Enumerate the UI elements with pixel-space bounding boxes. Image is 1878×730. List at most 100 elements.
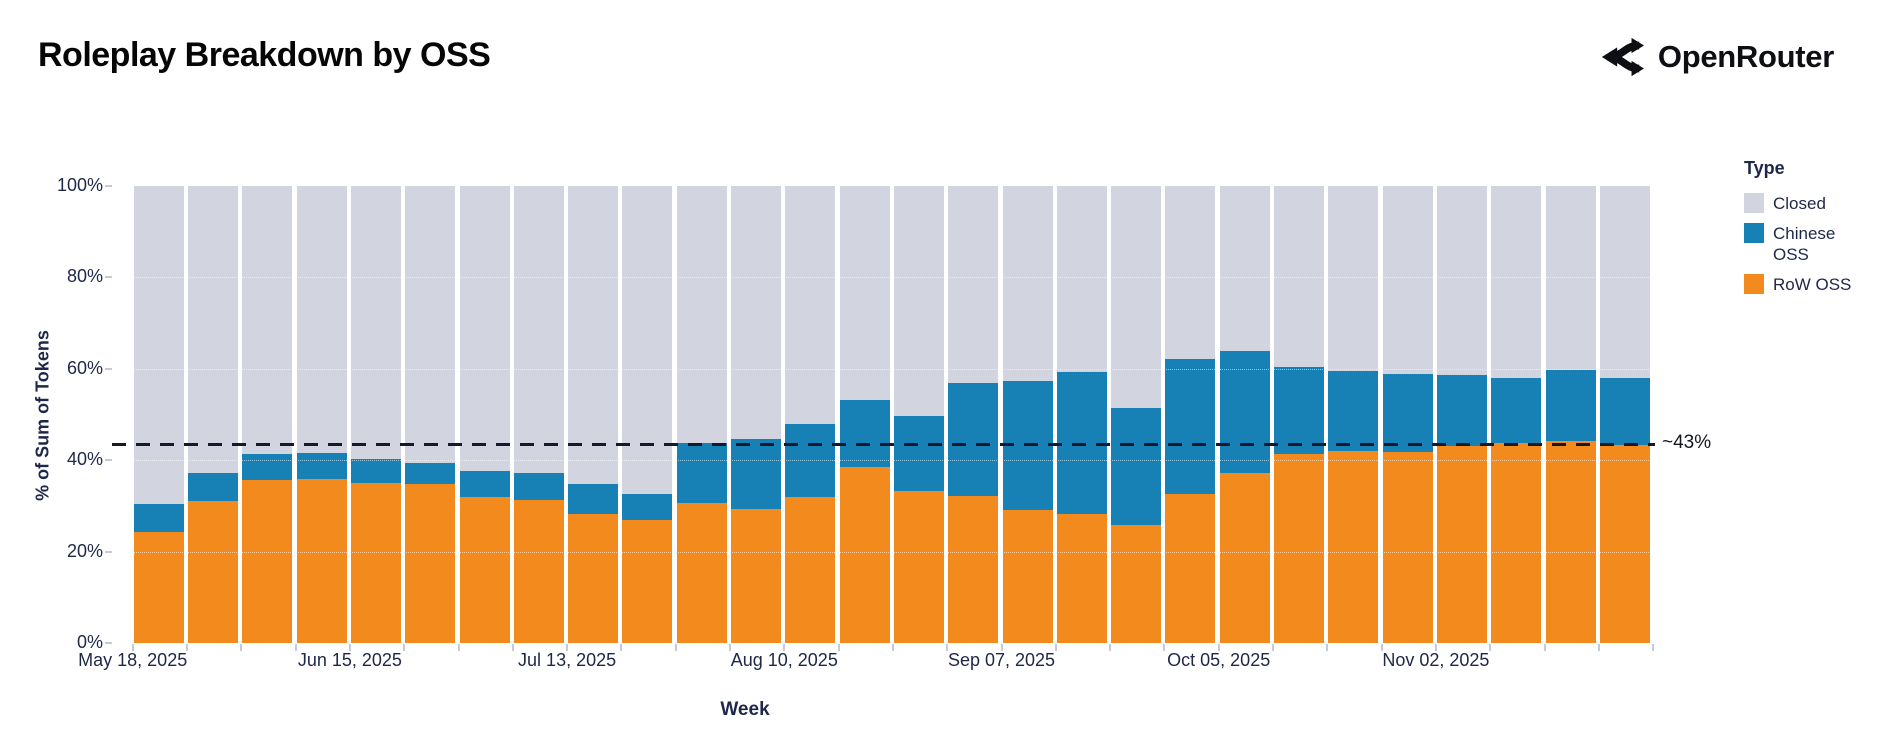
bar-week-26[interactable] bbox=[1491, 186, 1542, 643]
segment-row-oss[interactable] bbox=[785, 497, 836, 643]
bar-week-22[interactable] bbox=[1274, 186, 1324, 643]
segment-row-oss[interactable] bbox=[513, 499, 564, 643]
segment-closed[interactable] bbox=[1111, 186, 1162, 409]
segment-chinese-oss[interactable] bbox=[948, 382, 999, 496]
segment-row-oss[interactable] bbox=[1002, 510, 1053, 643]
segment-chinese-oss[interactable] bbox=[622, 493, 673, 520]
bar-week-3[interactable] bbox=[242, 186, 293, 643]
bar-week-2[interactable] bbox=[188, 186, 238, 643]
segment-chinese-oss[interactable] bbox=[459, 471, 510, 498]
segment-chinese-oss[interactable] bbox=[1274, 367, 1324, 454]
bar-week-5[interactable] bbox=[350, 186, 401, 643]
segment-row-oss[interactable] bbox=[1382, 451, 1433, 643]
segment-row-oss[interactable] bbox=[459, 497, 510, 643]
bar-week-9[interactable] bbox=[568, 186, 619, 643]
segment-closed[interactable] bbox=[1328, 186, 1379, 372]
segment-chinese-oss[interactable] bbox=[405, 462, 456, 485]
legend-item-row-oss[interactable]: RoW OSS bbox=[1744, 274, 1870, 295]
bar-week-8[interactable] bbox=[513, 186, 564, 643]
segment-chinese-oss[interactable] bbox=[242, 454, 293, 480]
segment-closed[interactable] bbox=[948, 186, 999, 383]
segment-row-oss[interactable] bbox=[405, 484, 456, 643]
segment-closed[interactable] bbox=[893, 186, 944, 416]
segment-closed[interactable] bbox=[188, 186, 238, 473]
segment-row-oss[interactable] bbox=[893, 490, 944, 643]
segment-row-oss[interactable] bbox=[839, 467, 890, 643]
segment-closed[interactable] bbox=[405, 186, 456, 463]
bar-week-16[interactable] bbox=[948, 186, 999, 643]
segment-closed[interactable] bbox=[1382, 186, 1433, 375]
bar-week-23[interactable] bbox=[1328, 186, 1379, 643]
bar-week-15[interactable] bbox=[893, 186, 944, 643]
bar-week-11[interactable] bbox=[676, 186, 727, 643]
segment-row-oss[interactable] bbox=[568, 514, 619, 643]
segment-row-oss[interactable] bbox=[676, 502, 727, 643]
segment-chinese-oss[interactable] bbox=[350, 458, 401, 483]
segment-row-oss[interactable] bbox=[242, 479, 293, 643]
segment-row-oss[interactable] bbox=[1111, 524, 1162, 643]
bar-week-1[interactable] bbox=[133, 186, 184, 643]
bar-week-7[interactable] bbox=[459, 186, 510, 643]
legend-item-closed[interactable]: Closed bbox=[1744, 193, 1870, 214]
segment-row-oss[interactable] bbox=[1491, 443, 1542, 643]
bar-week-14[interactable] bbox=[839, 186, 890, 643]
segment-closed[interactable] bbox=[459, 186, 510, 472]
segment-closed[interactable] bbox=[1491, 186, 1542, 378]
segment-closed[interactable] bbox=[513, 186, 564, 473]
bar-week-12[interactable] bbox=[731, 186, 781, 643]
bar-week-10[interactable] bbox=[622, 186, 673, 643]
segment-chinese-oss[interactable] bbox=[1436, 375, 1487, 447]
segment-row-oss[interactable] bbox=[350, 482, 401, 643]
segment-row-oss[interactable] bbox=[296, 478, 347, 643]
segment-row-oss[interactable] bbox=[1545, 441, 1596, 643]
bar-week-27[interactable] bbox=[1545, 186, 1596, 643]
segment-closed[interactable] bbox=[1436, 186, 1487, 376]
bar-week-21[interactable] bbox=[1219, 186, 1270, 643]
bar-week-17[interactable] bbox=[1002, 186, 1053, 643]
bar-week-13[interactable] bbox=[785, 186, 836, 643]
segment-row-oss[interactable] bbox=[1274, 453, 1324, 643]
segment-chinese-oss[interactable] bbox=[1599, 377, 1650, 446]
bar-week-6[interactable] bbox=[405, 186, 456, 643]
segment-row-oss[interactable] bbox=[188, 501, 238, 643]
legend-item-chinese-oss[interactable]: Chinese OSS bbox=[1744, 223, 1870, 265]
segment-closed[interactable] bbox=[568, 186, 619, 485]
segment-closed[interactable] bbox=[676, 186, 727, 443]
segment-closed[interactable] bbox=[296, 186, 347, 454]
segment-row-oss[interactable] bbox=[1436, 446, 1487, 643]
bar-week-24[interactable] bbox=[1382, 186, 1433, 643]
segment-closed[interactable] bbox=[133, 186, 184, 505]
bar-week-4[interactable] bbox=[296, 186, 347, 643]
segment-row-oss[interactable] bbox=[1165, 494, 1216, 643]
bar-week-25[interactable] bbox=[1436, 186, 1487, 643]
segment-chinese-oss[interactable] bbox=[1111, 408, 1162, 525]
segment-chinese-oss[interactable] bbox=[731, 438, 781, 509]
bar-week-19[interactable] bbox=[1111, 186, 1162, 643]
bar-week-28[interactable] bbox=[1599, 186, 1650, 643]
segment-chinese-oss[interactable] bbox=[1491, 377, 1542, 444]
segment-closed[interactable] bbox=[1274, 186, 1324, 368]
segment-chinese-oss[interactable] bbox=[188, 473, 238, 502]
segment-closed[interactable] bbox=[785, 186, 836, 425]
segment-closed[interactable] bbox=[731, 186, 781, 439]
segment-chinese-oss[interactable] bbox=[1165, 359, 1216, 495]
bar-week-20[interactable] bbox=[1165, 186, 1216, 643]
segment-chinese-oss[interactable] bbox=[296, 453, 347, 479]
segment-closed[interactable] bbox=[1599, 186, 1650, 378]
segment-chinese-oss[interactable] bbox=[839, 400, 890, 468]
segment-chinese-oss[interactable] bbox=[568, 484, 619, 515]
segment-closed[interactable] bbox=[839, 186, 890, 401]
segment-closed[interactable] bbox=[1002, 186, 1053, 381]
segment-closed[interactable] bbox=[350, 186, 401, 459]
segment-row-oss[interactable] bbox=[1056, 513, 1107, 643]
segment-row-oss[interactable] bbox=[731, 508, 781, 643]
segment-closed[interactable] bbox=[1165, 186, 1216, 360]
segment-row-oss[interactable] bbox=[133, 531, 184, 643]
segment-chinese-oss[interactable] bbox=[1056, 371, 1107, 514]
bar-week-18[interactable] bbox=[1056, 186, 1107, 643]
segment-row-oss[interactable] bbox=[1328, 450, 1379, 643]
segment-closed[interactable] bbox=[242, 186, 293, 455]
segment-chinese-oss[interactable] bbox=[513, 472, 564, 500]
segment-chinese-oss[interactable] bbox=[1328, 371, 1379, 451]
segment-chinese-oss[interactable] bbox=[1545, 370, 1596, 442]
